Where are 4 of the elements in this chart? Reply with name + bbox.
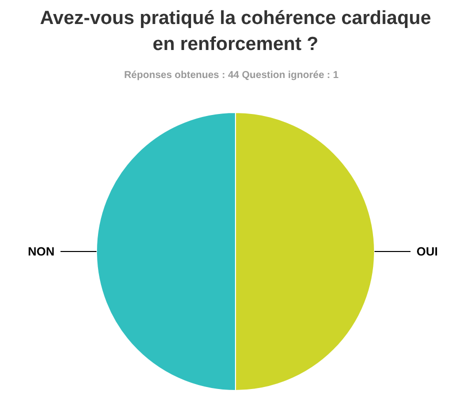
slice-label: OUI	[416, 244, 438, 258]
slice-label: NON	[28, 244, 55, 258]
chart-subtitle: Réponses obtenues : 44 Question ignorée : 1	[124, 70, 340, 81]
chart-title: Avez-vous pratiqué la cohérence cardiaque en renforcement ?	[40, 8, 432, 55]
